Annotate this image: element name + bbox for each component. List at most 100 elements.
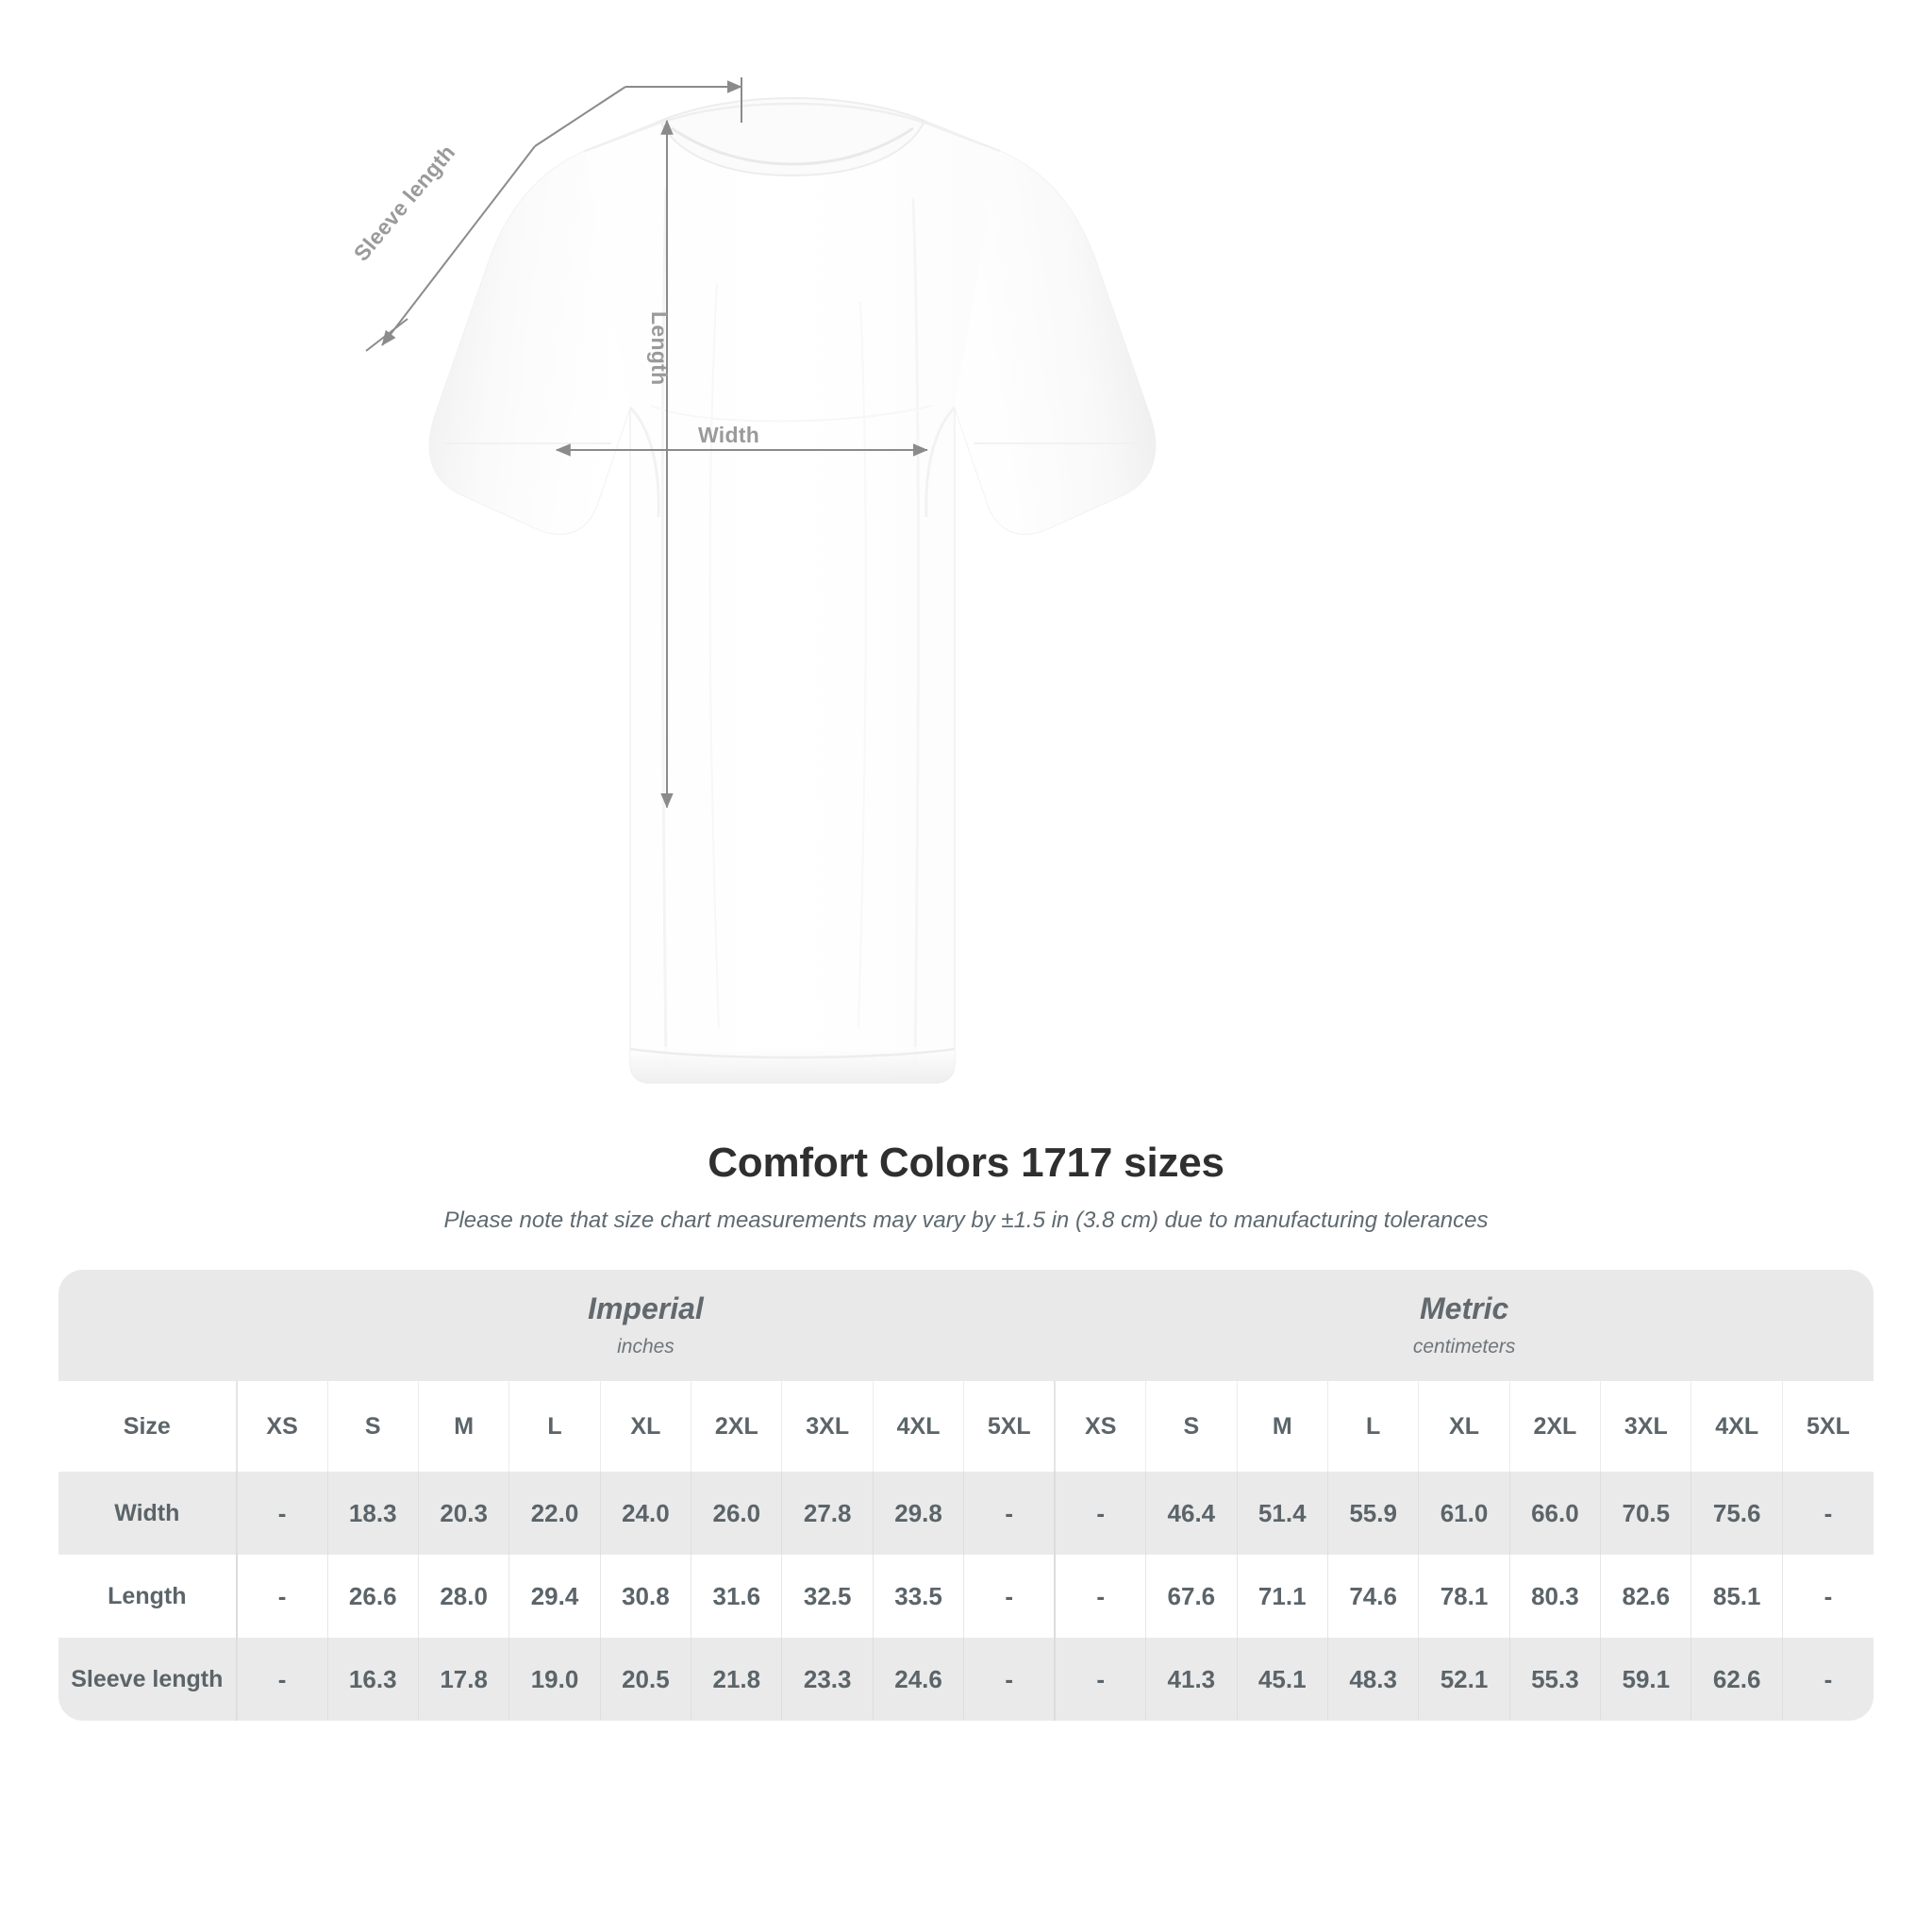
cell-length-imperial-4xl: 33.5 [873, 1555, 965, 1638]
size-header-metric-3xl: 3XL [1600, 1381, 1692, 1472]
unit-sub: inches [617, 1335, 675, 1357]
length-label: Length [647, 311, 672, 386]
cell-length-metric-4xl: 85.1 [1690, 1555, 1783, 1638]
cell-sleeve-length-imperial-xs: - [236, 1638, 328, 1721]
title-block: Comfort Colors 1717 sizes Please note th… [0, 1140, 1932, 1234]
size-header-row: Size XS S M L XL 2XL 3XL 4XL 5XL XS S M L XL 2XL 3XL 4XL 5… [58, 1381, 1874, 1472]
cell-sleeve-length-metric-2xl: 55.3 [1509, 1638, 1602, 1721]
cell-length-imperial-5xl: - [963, 1555, 1056, 1638]
cell-sleeve-length-imperial-3xl: 23.3 [781, 1638, 874, 1721]
size-table: Imperial inches Metric centimeters Size XS S M L… [58, 1270, 1874, 1721]
cell-length-imperial-m: 28.0 [418, 1555, 510, 1638]
measurement-arrows [365, 77, 928, 808]
cell-sleeve-length-metric-4xl: 62.6 [1690, 1638, 1783, 1721]
cell-width-metric-2xl: 66.0 [1509, 1472, 1602, 1555]
size-header-metric-4xl: 4XL [1690, 1381, 1783, 1472]
cell-width-metric-4xl: 75.6 [1690, 1472, 1783, 1555]
size-header-imperial-l: L [508, 1381, 601, 1472]
cell-sleeve-length-metric-xs: - [1054, 1638, 1147, 1721]
cell-width-metric-xs: - [1054, 1472, 1147, 1555]
cell-width-imperial-m: 20.3 [418, 1472, 510, 1555]
size-header-metric-2xl: 2XL [1509, 1381, 1602, 1472]
cell-sleeve-length-metric-xl: 52.1 [1418, 1638, 1510, 1721]
table-row: Sleeve length -16.3 17.8 19.0 20.5 21.8 23.3 24… [58, 1638, 1874, 1721]
cell-sleeve-length-imperial-l: 19.0 [508, 1638, 601, 1721]
cell-width-imperial-s: 18.3 [327, 1472, 419, 1555]
sleeve-length-arrow [381, 145, 536, 346]
cell-sleeve-length-imperial-5xl: - [963, 1638, 1056, 1721]
cell-width-metric-3xl: 70.5 [1600, 1472, 1692, 1555]
unit-name: Metric [1420, 1291, 1509, 1326]
cell-length-metric-l: 74.6 [1327, 1555, 1420, 1638]
cell-width-metric-l: 55.9 [1327, 1472, 1420, 1555]
sleeve-leader-elbow [534, 86, 626, 147]
cell-width-imperial-2xl: 26.0 [691, 1472, 783, 1555]
cell-sleeve-length-imperial-2xl: 21.8 [691, 1638, 783, 1721]
size-header-metric-l: L [1327, 1381, 1420, 1472]
cell-width-imperial-xs: - [236, 1472, 328, 1555]
table-row: Length -26.6 28.0 29.4 30.8 31.6 32.5 33.5- -67.… [58, 1555, 1874, 1638]
cell-width-imperial-l: 22.0 [508, 1472, 601, 1555]
cell-sleeve-length-imperial-xl: 20.5 [600, 1638, 692, 1721]
cell-sleeve-length-imperial-4xl: 24.6 [873, 1638, 965, 1721]
page-title: Comfort Colors 1717 sizes [708, 1140, 1224, 1186]
cell-length-imperial-2xl: 31.6 [691, 1555, 783, 1638]
sleeve-bottom-tick [365, 318, 408, 352]
size-header-imperial-m: M [418, 1381, 510, 1472]
cell-sleeve-length-metric-m: 45.1 [1237, 1638, 1328, 1721]
unit-row-spacer [58, 1270, 237, 1381]
cell-sleeve-length-metric-l: 48.3 [1327, 1638, 1420, 1721]
cell-sleeve-length-metric-5xl: - [1782, 1638, 1874, 1721]
row-label-sleeve-length: Sleeve length [58, 1638, 238, 1721]
cell-length-imperial-xs: - [236, 1555, 328, 1638]
row-label-length: Length [58, 1555, 238, 1638]
size-header-imperial-s: S [327, 1381, 419, 1472]
size-header-metric-s: S [1145, 1381, 1238, 1472]
width-label: Width [698, 423, 760, 447]
cell-length-metric-2xl: 80.3 [1509, 1555, 1602, 1638]
size-header-imperial-xl: XL [600, 1381, 692, 1472]
cell-width-metric-s: 46.4 [1145, 1472, 1238, 1555]
cell-width-metric-m: 51.4 [1237, 1472, 1328, 1555]
cell-width-imperial-4xl: 29.8 [873, 1472, 965, 1555]
tolerance-note: Please note that size chart measurements… [443, 1208, 1489, 1233]
cell-length-metric-xs: - [1054, 1555, 1147, 1638]
size-header-imperial-3xl: 3XL [781, 1381, 874, 1472]
size-header-metric-5xl: 5XL [1782, 1381, 1874, 1472]
size-header-label: Size [58, 1381, 238, 1472]
table-row: Width -18.3 20.3 22.0 24.0 26.0 27.8 29.8- -46.4… [58, 1472, 1874, 1555]
cell-length-imperial-s: 26.6 [327, 1555, 419, 1638]
unit-header-row: Imperial inches Metric centimeters [58, 1270, 1874, 1381]
cell-length-metric-xl: 78.1 [1418, 1555, 1510, 1638]
cell-width-imperial-3xl: 27.8 [781, 1472, 874, 1555]
cell-sleeve-length-imperial-m: 17.8 [418, 1638, 510, 1721]
unit-name: Imperial [588, 1291, 704, 1326]
cell-length-imperial-3xl: 32.5 [781, 1555, 874, 1638]
size-header-imperial-xs: XS [236, 1381, 328, 1472]
cell-width-imperial-5xl: - [963, 1472, 1056, 1555]
cell-sleeve-length-metric-s: 41.3 [1145, 1638, 1238, 1721]
unit-sub: centimeters [1412, 1335, 1516, 1357]
cell-length-metric-s: 67.6 [1145, 1555, 1238, 1638]
unit-header-imperial: Imperial inches [236, 1270, 1056, 1381]
cell-width-metric-5xl: - [1782, 1472, 1874, 1555]
cell-sleeve-length-metric-3xl: 59.1 [1600, 1638, 1692, 1721]
cell-length-imperial-xl: 30.8 [600, 1555, 692, 1638]
size-header-metric-xl: XL [1418, 1381, 1510, 1472]
cell-width-metric-xl: 61.0 [1418, 1472, 1510, 1555]
cell-width-imperial-xl: 24.0 [600, 1472, 692, 1555]
cell-length-imperial-l: 29.4 [508, 1555, 601, 1638]
size-header-imperial-2xl: 2XL [691, 1381, 783, 1472]
size-header-metric-xs: XS [1054, 1381, 1147, 1472]
size-header-metric-m: M [1237, 1381, 1328, 1472]
row-label-width: Width [58, 1472, 238, 1555]
cell-length-metric-m: 71.1 [1237, 1555, 1328, 1638]
cell-sleeve-length-imperial-s: 16.3 [327, 1638, 419, 1721]
garment-diagram: Sleeve length Length Width [349, 77, 1157, 1084]
cell-length-metric-5xl: - [1782, 1555, 1874, 1638]
tshirt-illustration [428, 96, 1157, 1084]
size-header-imperial-4xl: 4XL [873, 1381, 965, 1472]
size-header-imperial-5xl: 5XL [963, 1381, 1056, 1472]
unit-header-metric: Metric centimeters [1055, 1270, 1874, 1381]
